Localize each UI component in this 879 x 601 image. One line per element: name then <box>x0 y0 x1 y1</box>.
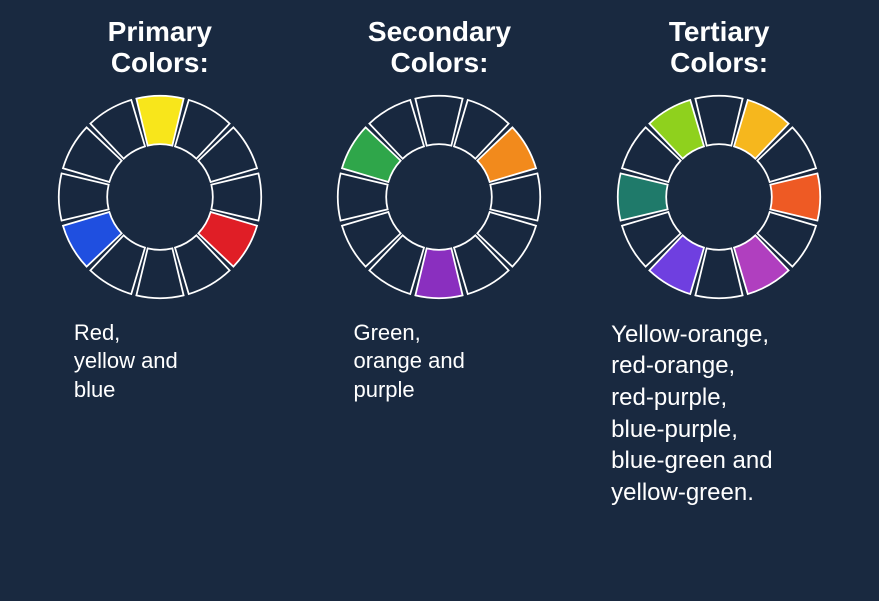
tertiary-title: Tertiary Colors: <box>669 16 770 79</box>
infographic-row: Primary Colors: Red, yellow and blue Sec… <box>0 0 879 509</box>
secondary-color-wheel <box>329 87 549 307</box>
tertiary-colors-column: Tertiary Colors: Yellow-orange, red-oran… <box>609 16 829 509</box>
secondary-desc: Green, orange and purple <box>353 319 464 405</box>
primary-color-wheel <box>50 87 270 307</box>
secondary-title: Secondary Colors: <box>368 16 511 79</box>
primary-colors-column: Primary Colors: Red, yellow and blue <box>50 16 270 509</box>
tertiary-color-wheel <box>609 87 829 307</box>
primary-desc: Red, yellow and blue <box>74 319 178 405</box>
primary-title: Primary Colors: <box>108 16 212 79</box>
secondary-colors-column: Secondary Colors: Green, orange and purp… <box>329 16 549 509</box>
tertiary-desc: Yellow-orange, red-orange, red-purple, b… <box>611 319 772 509</box>
